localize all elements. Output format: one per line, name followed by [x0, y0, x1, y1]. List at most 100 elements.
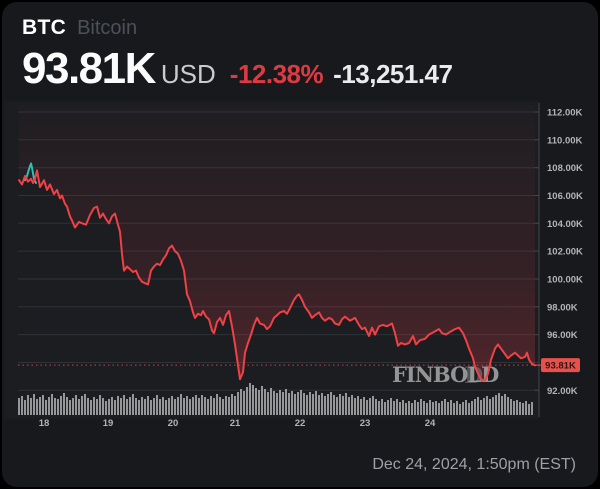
volume-bar	[225, 396, 227, 415]
volume-bar	[96, 399, 98, 415]
volume-bar	[405, 403, 407, 415]
volume-bar	[504, 394, 506, 415]
volume-bar	[198, 398, 200, 415]
volume-bar	[192, 397, 194, 415]
volume-bar	[81, 396, 83, 415]
volume-bar	[339, 394, 341, 415]
currency-label: USD	[160, 59, 216, 89]
volume-bar	[24, 400, 26, 415]
x-axis-label: 21	[230, 418, 241, 429]
y-axis-label: 92.00K	[547, 386, 578, 397]
volume-bar	[63, 393, 65, 415]
volume-bar	[189, 399, 191, 415]
volume-bar	[105, 401, 107, 415]
volume-bar	[393, 401, 395, 415]
volume-bar	[39, 397, 41, 415]
volume-bar	[528, 404, 530, 415]
volume-bar	[447, 402, 449, 415]
volume-bar	[90, 400, 92, 415]
volume-bar	[429, 400, 431, 415]
x-axis-label: 24	[425, 418, 436, 429]
volume-bar	[336, 397, 338, 415]
volume-bar	[180, 394, 182, 415]
volume-bar	[324, 396, 326, 415]
volume-bar	[162, 397, 164, 415]
volume-bar	[45, 400, 47, 415]
y-axis-label: 96.00K	[547, 330, 578, 341]
current-price-badge-label: 93.81K	[545, 361, 576, 372]
volume-bar	[66, 397, 68, 415]
volume-bar	[111, 397, 113, 415]
volume-bar	[282, 392, 284, 415]
volume-bar	[69, 400, 71, 415]
volume-bar	[27, 395, 29, 415]
volume-bar	[84, 394, 86, 415]
volume-bar	[171, 396, 173, 415]
volume-bar	[102, 398, 104, 415]
volume-bar	[153, 398, 155, 415]
volume-bar	[147, 396, 149, 415]
volume-bar	[408, 401, 410, 415]
volume-bar	[531, 402, 533, 415]
volume-bar	[387, 400, 389, 415]
volume-bar	[201, 395, 203, 415]
volume-bar	[255, 388, 257, 415]
volume-bar	[444, 399, 446, 415]
volume-bar	[294, 394, 296, 415]
volume-bar	[510, 399, 512, 415]
volume-bar	[195, 395, 197, 415]
volume-bar	[462, 402, 464, 415]
volume-bar	[360, 399, 362, 415]
x-axis-label: 18	[39, 418, 50, 429]
volume-bar	[495, 395, 497, 415]
volume-bar	[501, 396, 503, 415]
volume-bar	[57, 399, 59, 415]
volume-bar	[207, 399, 209, 415]
current-price-badge	[541, 358, 580, 373]
volume-bar	[315, 391, 317, 415]
volume-bar	[261, 386, 263, 415]
x-axis-label: 20	[168, 418, 179, 429]
volume-bar	[492, 397, 494, 415]
volume-bar	[219, 397, 221, 415]
volume-bar	[270, 388, 272, 415]
current-price: 93.81K	[22, 44, 156, 93]
volume-bar	[246, 387, 248, 415]
y-axis-label: 112.00K	[547, 108, 583, 119]
volume-bar	[306, 395, 308, 415]
volume-bar	[399, 402, 401, 415]
volume-bar	[273, 391, 275, 415]
volume-bar	[237, 392, 239, 415]
volume-bar	[435, 401, 437, 415]
x-axis-label: 22	[295, 418, 306, 429]
volume-bar	[42, 395, 44, 415]
volume-bar	[519, 402, 521, 415]
volume-bar	[132, 394, 134, 415]
volume-bar	[297, 392, 299, 415]
volume-bar	[375, 399, 377, 415]
volume-bar	[477, 397, 479, 415]
volume-bar	[135, 398, 137, 415]
volume-bar	[210, 396, 212, 415]
volume-bar	[318, 395, 320, 415]
volume-bar	[87, 398, 89, 415]
volume-bar	[177, 397, 179, 415]
volume-bar	[303, 393, 305, 415]
volume-bar	[156, 395, 158, 415]
volume-bar	[366, 400, 368, 415]
volume-bar	[228, 397, 230, 415]
y-axis-label: 100.00K	[547, 275, 583, 286]
volume-bar	[342, 396, 344, 415]
volume-bar	[378, 401, 380, 415]
x-axis-label: 19	[103, 418, 114, 429]
timestamp: Dec 24, 2024, 1:50pm (EST)	[372, 456, 576, 473]
change-percent: -12.38%	[229, 59, 324, 89]
volume-bar	[450, 400, 452, 415]
volume-bar	[309, 392, 311, 415]
volume-bar	[174, 399, 176, 415]
price-line	[18, 169, 536, 382]
volume-bar	[60, 396, 62, 415]
volume-bar	[54, 398, 56, 415]
